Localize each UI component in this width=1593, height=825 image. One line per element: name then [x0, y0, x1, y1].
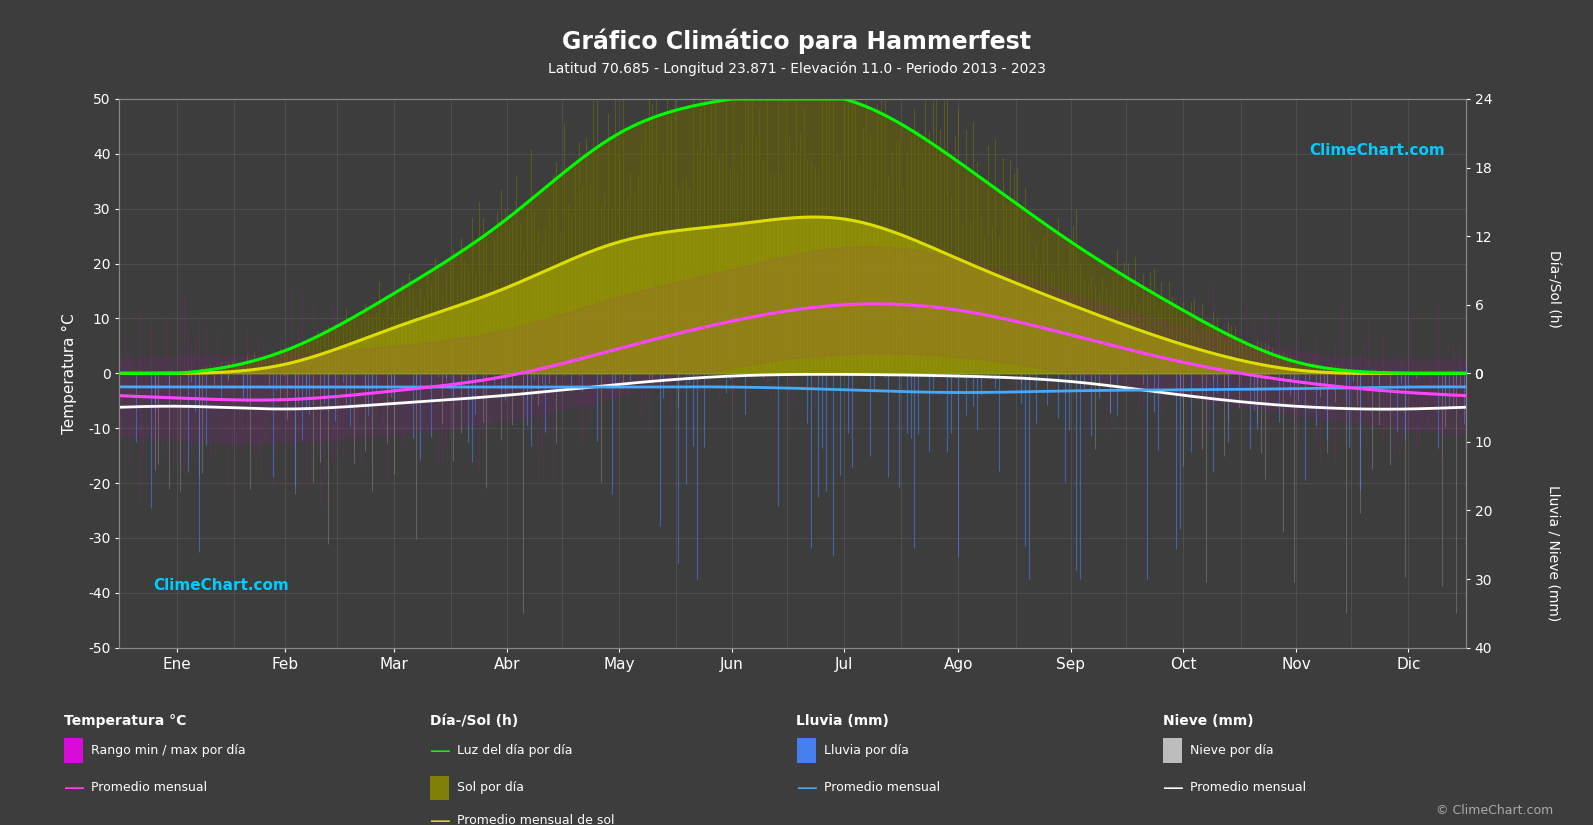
Text: Temperatura °C: Temperatura °C — [64, 714, 186, 728]
Text: Nieve (mm): Nieve (mm) — [1163, 714, 1254, 728]
Text: © ClimeChart.com: © ClimeChart.com — [1435, 804, 1553, 817]
Text: Latitud 70.685 - Longitud 23.871 - Elevación 11.0 - Periodo 2013 - 2023: Latitud 70.685 - Longitud 23.871 - Eleva… — [548, 62, 1045, 77]
Text: Promedio mensual: Promedio mensual — [91, 781, 207, 794]
Text: —: — — [796, 778, 817, 798]
Text: Lluvia / Nieve (mm): Lluvia / Nieve (mm) — [1547, 484, 1560, 621]
Text: Rango min / max por día: Rango min / max por día — [91, 744, 245, 757]
Text: Nieve por día: Nieve por día — [1190, 744, 1273, 757]
Text: ClimeChart.com: ClimeChart.com — [153, 578, 288, 592]
Text: —: — — [430, 741, 451, 761]
Text: —: — — [430, 811, 451, 825]
Text: Promedio mensual: Promedio mensual — [1190, 781, 1306, 794]
Text: Gráfico Climático para Hammerfest: Gráfico Climático para Hammerfest — [562, 29, 1031, 54]
Text: Lluvia por día: Lluvia por día — [824, 744, 908, 757]
Text: Día-/Sol (h): Día-/Sol (h) — [430, 714, 518, 728]
Text: Lluvia (mm): Lluvia (mm) — [796, 714, 889, 728]
Y-axis label: Temperatura °C: Temperatura °C — [62, 313, 76, 434]
Text: Sol por día: Sol por día — [457, 781, 524, 794]
Text: ClimeChart.com: ClimeChart.com — [1309, 143, 1445, 158]
Text: Luz del día por día: Luz del día por día — [457, 744, 573, 757]
Text: Promedio mensual de sol: Promedio mensual de sol — [457, 814, 615, 825]
Text: Promedio mensual: Promedio mensual — [824, 781, 940, 794]
Text: —: — — [64, 778, 84, 798]
Text: Día-/Sol (h): Día-/Sol (h) — [1547, 250, 1560, 328]
Text: —: — — [1163, 778, 1184, 798]
